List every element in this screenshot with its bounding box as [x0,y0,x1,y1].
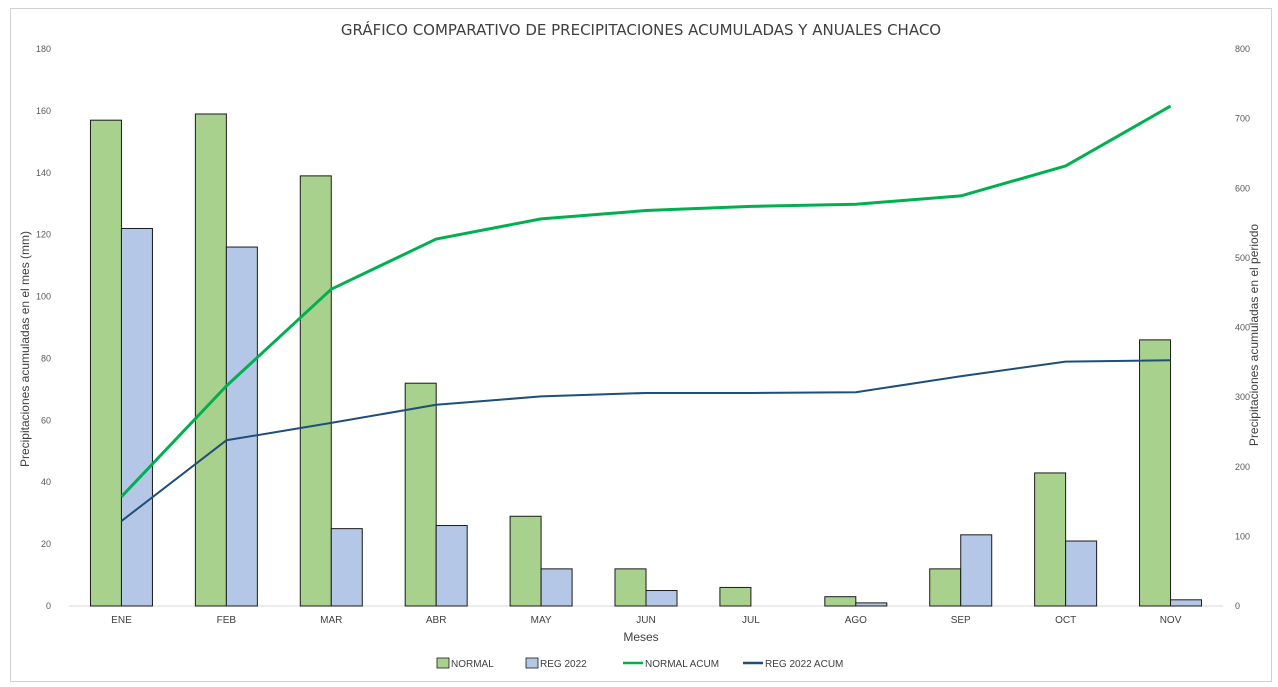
y-tick-label: 20 [41,539,51,549]
bar-normal [194,113,227,607]
legend-label: REG 2022 [540,659,587,670]
y-tick-label: 160 [36,106,51,116]
bar-normal [404,382,437,607]
bars [89,113,1203,607]
bar-normal [1139,339,1172,607]
legend-swatch [436,657,450,669]
legend-label: REG 2022 ACUM [765,659,843,670]
bar-reg-2022 [540,568,573,607]
category-label: JUL [742,615,760,626]
x-axis-label: Meses [623,630,658,644]
y-tick-label: 140 [36,168,51,178]
y-tick-label: 60 [41,415,51,425]
bar-reg-2022 [1170,599,1203,607]
y-axis-label: Precipitaciones acumuladas en el mes (mm… [18,231,32,467]
bar-reg-2022 [225,246,258,607]
category-label: AGO [845,615,867,626]
y2-axis-label: Precipitaciones acumuladas en el periodo [1247,224,1261,446]
category-label: ABR [426,615,447,626]
bar-reg-2022 [330,528,363,607]
y2-tick-label: 0 [1235,601,1240,611]
y2-tick-label: 300 [1235,392,1250,402]
y2-tick-label: 400 [1235,323,1250,333]
y2-tick-label: 600 [1235,183,1250,193]
category-label: JUN [636,615,655,626]
category-label: NOV [1160,615,1182,626]
chart-title: GRÁFICO COMPARATIVO DE PRECIPITACIONES A… [341,20,941,39]
bar-normal [299,175,332,607]
bar-reg-2022 [960,534,993,607]
category-label: MAR [320,615,342,626]
line-reg-2022-acum [120,359,1171,522]
bar-reg-2022 [120,227,153,607]
category-labels: ENE FEB MAR ABR MAY JUN JUL AGO SEP OCT NOV [111,615,1182,626]
bar-normal [719,586,752,607]
category-label: OCT [1055,615,1076,626]
lines [120,104,1172,522]
bar-normal [824,596,857,607]
category-label: MAY [531,615,552,626]
legend-label: NORMAL ACUM [645,659,719,670]
bar-normal [509,515,542,607]
y2-tick-label: 100 [1235,531,1250,541]
line-normal-acum [120,104,1172,498]
category-label: SEP [951,615,971,626]
bar-normal [614,568,647,607]
bar-normal [1034,472,1067,607]
bar-reg-2022 [645,590,678,607]
y-tick-label: 80 [41,353,51,363]
legend-swatch [525,657,539,669]
bar-normal [929,568,962,607]
category-label: FEB [217,615,237,626]
chart-frame: GRÁFICO COMPARATIVO DE PRECIPITACIONES A… [10,8,1272,682]
category-label: ENE [111,615,132,626]
y2-tick-label: 800 [1235,44,1250,54]
bar-reg-2022 [435,525,468,607]
y-tick-label: 0 [46,601,51,611]
bar-reg-2022 [1065,540,1098,607]
bar-reg-2022 [855,602,888,607]
y-tick-label: 40 [41,477,51,487]
y2-tick-label: 200 [1235,462,1250,472]
chart-svg: GRÁFICO COMPARATIVO DE PRECIPITACIONES A… [18,20,1261,670]
legend-label: NORMAL [451,659,494,670]
y2-tick-label: 700 [1235,114,1250,124]
y-tick-label: 180 [36,44,51,54]
legend: NORMAL REG 2022 NORMAL ACUM REG 2022 ACUM [436,657,843,670]
y-tick-label: 120 [36,230,51,240]
y-tick-label: 100 [36,292,51,302]
y2-tick-label: 500 [1235,253,1250,263]
bar-normal [89,119,122,607]
